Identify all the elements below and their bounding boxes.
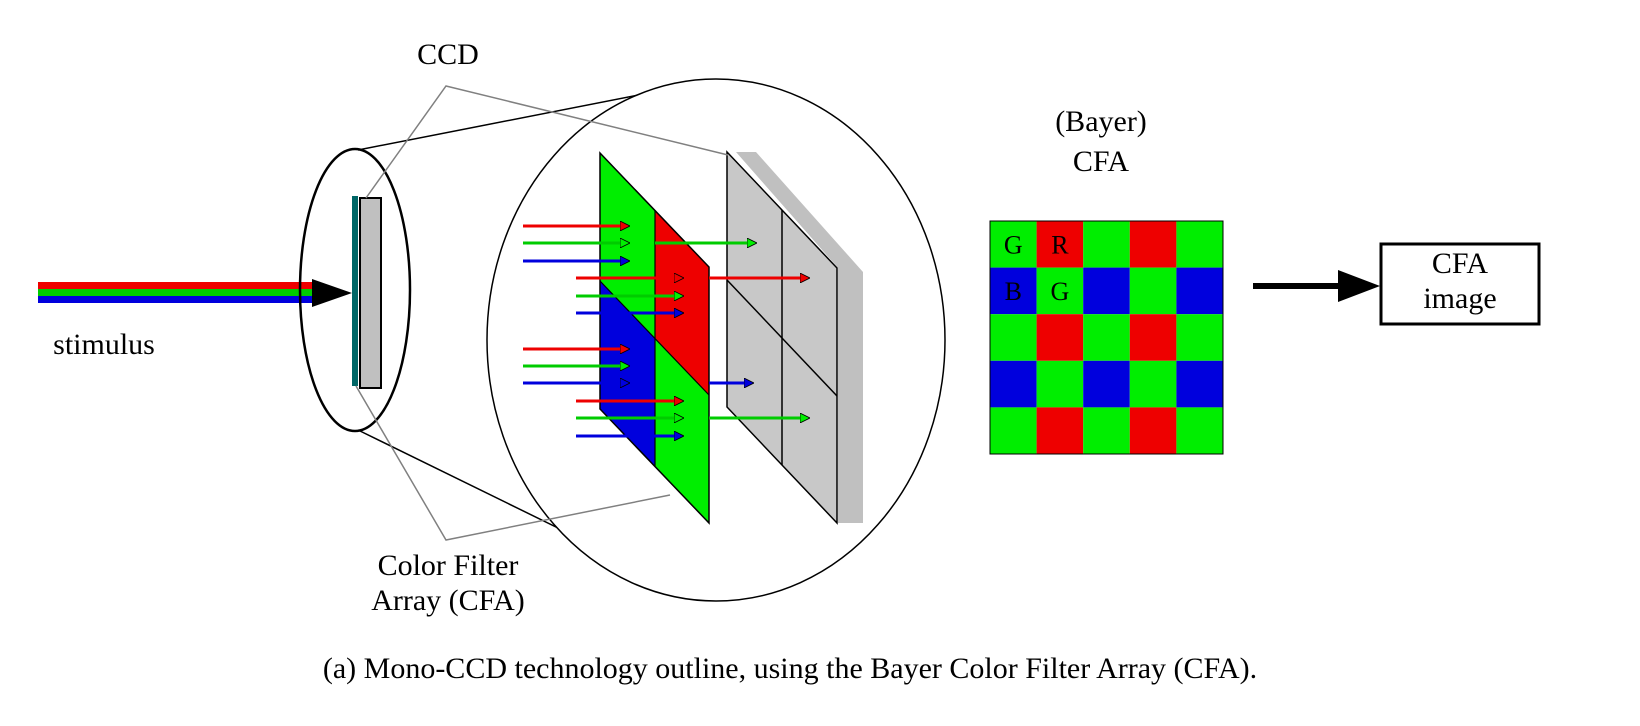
bayer-cell-label: G [1051, 277, 1070, 306]
bayer-cfa-grid: G RB G [989, 220, 1224, 455]
bayer-cell-green [1176, 407, 1223, 454]
filter-cell-blue [600, 281, 655, 466]
bayer-cell-red [1036, 314, 1084, 361]
figure-caption: (a) Mono-CCD technology outline, using t… [323, 652, 1257, 685]
cfa-image-label-line1: CFA [1432, 247, 1488, 280]
bayer-cell-blue [1083, 360, 1130, 408]
ccd-sensor [359, 197, 382, 389]
output-arrow [1253, 270, 1380, 302]
bayer-cell-green [1083, 407, 1130, 454]
output-arrowhead [1338, 270, 1380, 302]
stimulus-green-ray [38, 289, 318, 296]
bayer-cell-red [1036, 221, 1084, 268]
bayer-cell-label: G [1004, 230, 1023, 259]
sensor-grid-line [726, 279, 838, 397]
bayer-cell-blue [1083, 267, 1130, 315]
bayer-cell-green [1083, 314, 1130, 361]
bayer-cell-label: R [1051, 230, 1069, 259]
ccd-leader-line [365, 85, 729, 199]
bayer-cell-blue [1176, 267, 1223, 315]
bayer-cell-green [990, 407, 1037, 454]
stimulus-red-ray [38, 282, 318, 289]
cfa-filter-label-line2: Array (CFA) [371, 584, 525, 617]
ccd-lens-ellipse [298, 147, 412, 433]
bayer-cell-red [1036, 407, 1084, 454]
bayer-cell-green [1036, 267, 1084, 315]
cfa-image-box [1379, 242, 1541, 326]
bayer-cell-blue [990, 267, 1037, 315]
stimulus-arrowhead [312, 279, 352, 307]
magnified-view-circle [486, 78, 946, 602]
bayer-label-line1: (Bayer) [1055, 105, 1147, 138]
bayer-cell-red [1129, 221, 1177, 268]
bayer-grid-outline [989, 220, 1224, 455]
cfa-leader-line [355, 385, 671, 541]
bayer-cell-red [1129, 407, 1177, 454]
bayer-cell-green [990, 221, 1037, 268]
bayer-cell-green [1129, 360, 1177, 408]
bayer-cell-blue [990, 360, 1037, 408]
sensor-shadow [736, 152, 863, 523]
bayer-cell-green [1083, 221, 1130, 268]
stimulus-label: stimulus [53, 328, 155, 361]
bayer-cell-blue [1176, 360, 1223, 408]
stimulus-blue-ray [38, 296, 318, 303]
filter-outline [599, 151, 710, 525]
filter-cell-red [655, 210, 709, 395]
bayer-cell-green [1036, 360, 1084, 408]
filter-rays [523, 226, 808, 436]
filter-grid-line [599, 280, 710, 396]
ccd-teal-edge [352, 196, 358, 386]
cfa-image-label-line2: image [1423, 282, 1496, 315]
stimulus-beam [38, 279, 352, 307]
bayer-cell-label: B [1005, 277, 1022, 306]
cfa-filter-label-line1: Color Filter [378, 549, 519, 582]
bayer-cell-green [1176, 314, 1223, 361]
bayer-cell-green [990, 314, 1037, 361]
bayer-label-line2: CFA [1073, 145, 1129, 178]
bayer-cell-green [1129, 267, 1177, 315]
bayer-cell-green [1176, 221, 1223, 268]
filter-cell-green [655, 338, 709, 523]
bayer-cell-red [1129, 314, 1177, 361]
ccd-label: CCD [417, 38, 479, 71]
